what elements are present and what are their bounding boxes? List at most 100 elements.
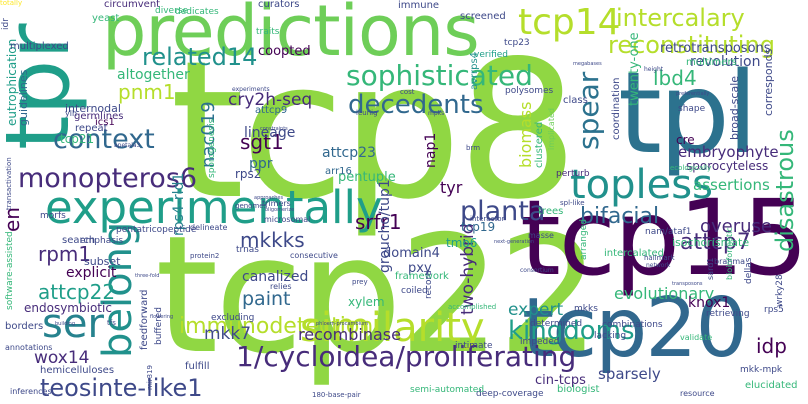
word-planta: planta	[460, 196, 546, 227]
word-wrky28: wrky28	[775, 274, 785, 307]
word-predictions: predictions	[102, 0, 480, 72]
word-hemicelluloses: hemicelluloses	[40, 365, 115, 376]
word-tmo6: tmo6	[446, 236, 478, 250]
word-broadscale: broad-scale	[728, 75, 741, 140]
word-tcp22: tcp22	[155, 202, 601, 390]
word-threefold: three-fold	[135, 273, 160, 279]
word-record: record	[424, 270, 434, 299]
word-idp: idp	[756, 334, 787, 358]
word-deepcoverage: deep-coverage	[476, 389, 544, 399]
word-overuse: overuse	[700, 216, 772, 237]
word-sparsely: sparsely	[598, 365, 661, 383]
word-sard1: sard1	[706, 257, 715, 280]
word-expert: expert	[508, 300, 564, 320]
word-pentuple: pentuple	[338, 170, 396, 185]
word-building: building	[55, 321, 76, 327]
word-en: en	[0, 207, 24, 232]
word-class: class	[563, 95, 588, 106]
word-avrrps4: avrrps4	[469, 51, 480, 90]
word-hallmark: hallmark	[644, 254, 675, 262]
word-coordination: coordination	[611, 77, 622, 140]
word-subset: subset	[84, 255, 121, 268]
word-tcp20: tcp20	[522, 281, 748, 376]
word-dedicates: dedicates	[175, 7, 219, 17]
word-teosinte: teosinte-like1	[40, 374, 203, 402]
word-validate: validate	[680, 333, 713, 342]
word-height: height	[644, 66, 664, 73]
word-basepair: 180-base-pair	[312, 391, 361, 399]
word-assertions: assertions	[693, 176, 770, 194]
word-tcp8: tcp8	[170, 20, 578, 241]
word-multiplexed: multiplexed	[10, 41, 69, 52]
word-related14: related14	[142, 43, 258, 71]
word-screened: screened	[460, 11, 506, 22]
word-curators: curators	[258, 0, 300, 10]
word-multimers: multimers	[686, 57, 737, 68]
word-microsomal: microsomal	[264, 215, 311, 224]
word-attcp23: attcp23	[322, 145, 376, 161]
word-sporocyteless: sporocyteless	[686, 159, 769, 173]
word-tyr: tyr	[440, 178, 463, 197]
word-semiautomated: semi-automated	[410, 385, 485, 395]
word-context: context	[53, 124, 155, 155]
word-perturb: perturb	[556, 169, 590, 179]
word-circumvent: circumvent	[104, 0, 161, 10]
word-revolution: revolution	[690, 54, 761, 70]
word-brm: brm	[466, 144, 481, 152]
word-intercalary: intercalary	[616, 4, 745, 32]
word-xylem: xylem	[348, 295, 385, 309]
word-rps5: rps5	[764, 305, 784, 315]
word-germlines: germlines	[74, 111, 124, 122]
word-trimers: trimers	[262, 199, 291, 208]
word-tpl: tpl	[618, 49, 758, 179]
word-approaches: approaches	[254, 195, 284, 201]
word-polysomes: polysomes	[505, 86, 554, 96]
word-recombinase: recombinase	[298, 325, 401, 344]
word-totally: totally	[0, 0, 23, 7]
word-attcp7: attcp7	[680, 230, 751, 255]
word-combinations: combinations	[602, 320, 663, 330]
word-traits: traits	[256, 27, 280, 37]
word-arranged: arranged	[579, 219, 589, 260]
word-emphasis: emphasis	[80, 236, 124, 246]
word-brahma: brahma	[714, 257, 746, 266]
word-ser: ser	[42, 301, 104, 347]
word-domain4: domain4	[383, 246, 440, 261]
word-genomes: genomes	[235, 202, 268, 210]
word-corresponds: corresponds	[762, 48, 775, 116]
word-consecutive: consecutive	[290, 251, 338, 260]
word-biologist: biologist	[557, 384, 600, 395]
word-feedforward: feedforward	[139, 289, 150, 350]
word-ecologically: ecologically	[670, 164, 712, 172]
word-rps2: rps2	[235, 167, 262, 181]
word-coopted: coopted	[258, 44, 311, 59]
word-intercalated: intercalated	[604, 248, 665, 259]
word-implicated: implicated	[547, 108, 556, 150]
word-annotations: annotations	[5, 343, 53, 352]
word-pnm1: pnm1	[118, 80, 176, 104]
word-explicit: explicit	[66, 265, 117, 281]
word-fulfill: fulfill	[185, 361, 210, 372]
word-network: network	[646, 262, 671, 269]
word-inferences: inferences	[10, 387, 52, 396]
word-mkk7: mkk7	[204, 324, 252, 344]
word-ylh: ylh	[65, 109, 78, 118]
word-transposons: transposons	[672, 281, 703, 287]
word-srfr1: srfr1	[355, 210, 402, 234]
word-isochorismate: isochorismate	[672, 236, 750, 249]
word-accomplished: accomplished	[448, 303, 497, 311]
word-mkks: mkks	[574, 304, 598, 314]
word-idr: idr	[1, 18, 11, 30]
word-clustered: clustered	[534, 121, 545, 168]
word-kingdoms: kingdoms	[508, 316, 635, 346]
word-phloemprocambium: phloem-procambium	[316, 321, 369, 327]
word-retrieving: retrieving	[706, 309, 750, 319]
word-tcp21: tcp21	[60, 132, 95, 146]
word-twentyone: twenty-one	[627, 32, 642, 106]
word-cost: cost	[400, 88, 415, 96]
word-embryophyte: embryophyte	[678, 143, 779, 161]
word-dellas: dellas	[744, 257, 754, 284]
word-sgt1: sgt1	[240, 130, 284, 154]
word-nam: nam/ataf1	[645, 227, 692, 237]
